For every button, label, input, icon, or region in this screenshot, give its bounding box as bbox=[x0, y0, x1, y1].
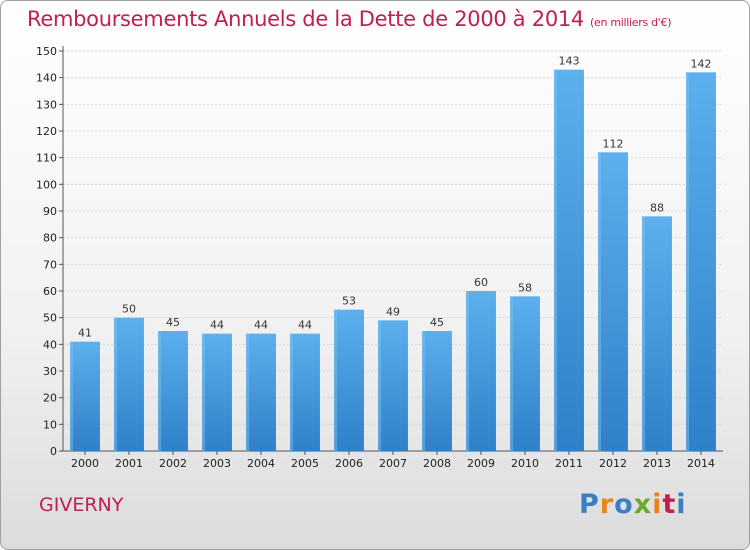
chart-unit: (en milliers d'€) bbox=[590, 16, 672, 29]
x-tick-label: 2003 bbox=[203, 457, 231, 470]
y-tick-label: 110 bbox=[36, 152, 57, 165]
bar bbox=[378, 320, 408, 451]
bar bbox=[334, 309, 364, 451]
bar-highlight bbox=[510, 296, 514, 451]
data-label: 44 bbox=[210, 319, 224, 332]
y-tick-label: 60 bbox=[43, 285, 57, 298]
brand-letter: i bbox=[652, 489, 663, 520]
x-tick-label: 2011 bbox=[555, 457, 583, 470]
bar bbox=[642, 216, 672, 451]
bar-highlight bbox=[334, 309, 338, 451]
x-tick-label: 2013 bbox=[643, 457, 671, 470]
bar bbox=[466, 291, 496, 451]
bar-highlight bbox=[554, 69, 558, 452]
data-label: 45 bbox=[166, 316, 180, 329]
x-tick-label: 2012 bbox=[599, 457, 627, 470]
data-label: 60 bbox=[474, 276, 488, 289]
data-label: 143 bbox=[559, 55, 580, 68]
bar-highlight bbox=[466, 291, 470, 451]
data-label: 88 bbox=[650, 201, 664, 214]
y-tick-label: 10 bbox=[43, 418, 57, 431]
y-tick-label: 70 bbox=[43, 258, 57, 271]
brand-letter: t bbox=[662, 489, 677, 520]
bar-highlight bbox=[202, 333, 206, 451]
bar-highlight bbox=[422, 331, 426, 451]
bar bbox=[158, 331, 188, 451]
data-label: 53 bbox=[342, 295, 356, 308]
y-tick-label: 100 bbox=[36, 178, 57, 191]
bar-highlight bbox=[70, 341, 74, 451]
brand-letter: P bbox=[579, 489, 600, 520]
bar-highlight bbox=[158, 331, 162, 451]
bar-highlight bbox=[378, 320, 382, 451]
data-label: 49 bbox=[386, 305, 400, 318]
x-tick-label: 2006 bbox=[335, 457, 363, 470]
bar bbox=[686, 72, 716, 451]
data-label: 44 bbox=[298, 319, 312, 332]
bar bbox=[70, 341, 100, 451]
bar bbox=[202, 333, 232, 451]
brand-letter: r bbox=[599, 489, 615, 520]
bar bbox=[246, 333, 276, 451]
data-label: 45 bbox=[430, 316, 444, 329]
x-tick-label: 2010 bbox=[511, 457, 539, 470]
bar-highlight bbox=[246, 333, 250, 451]
y-tick-label: 120 bbox=[36, 125, 57, 138]
x-tick-label: 2001 bbox=[115, 457, 143, 470]
data-label: 142 bbox=[691, 57, 712, 70]
bar-highlight bbox=[642, 216, 646, 451]
data-label: 58 bbox=[518, 281, 532, 294]
y-tick-label: 20 bbox=[43, 392, 57, 405]
bar bbox=[422, 331, 452, 451]
proxiti-logo[interactable]: Proxiti bbox=[579, 489, 687, 520]
x-tick-label: 2004 bbox=[247, 457, 275, 470]
x-tick-label: 2000 bbox=[71, 457, 99, 470]
y-tick-label: 150 bbox=[36, 45, 57, 58]
data-label: 50 bbox=[122, 303, 136, 316]
data-label: 41 bbox=[78, 327, 92, 340]
chart-title-text: Remboursements Annuels de la Dette de 20… bbox=[27, 7, 584, 31]
x-tick-label: 2007 bbox=[379, 457, 407, 470]
y-tick-label: 130 bbox=[36, 98, 57, 111]
x-tick-label: 2002 bbox=[159, 457, 187, 470]
x-tick-label: 2014 bbox=[687, 457, 715, 470]
brand-letter: o bbox=[614, 489, 634, 520]
bar bbox=[114, 317, 144, 451]
x-tick-label: 2005 bbox=[291, 457, 319, 470]
brand-letter: x bbox=[633, 489, 653, 520]
bar bbox=[598, 152, 628, 452]
bar-highlight bbox=[114, 317, 118, 451]
bar bbox=[510, 296, 540, 451]
x-tick-label: 2008 bbox=[423, 457, 451, 470]
bar bbox=[290, 333, 320, 451]
town-name: GIVERNY bbox=[39, 494, 124, 516]
y-tick-label: 50 bbox=[43, 312, 57, 325]
bar-highlight bbox=[686, 72, 690, 451]
y-tick-label: 80 bbox=[43, 232, 57, 245]
chart-title: Remboursements Annuels de la Dette de 20… bbox=[27, 7, 671, 31]
data-label: 112 bbox=[603, 137, 624, 150]
y-tick-label: 140 bbox=[36, 72, 57, 85]
bar bbox=[554, 69, 584, 452]
brand-letter: i bbox=[676, 489, 687, 520]
bar-highlight bbox=[598, 152, 602, 452]
labels: 0 10 20 30 40 50 60 70 80 90 100 110 120 130 140 150 200… bbox=[36, 45, 715, 470]
bar-highlight bbox=[290, 333, 294, 451]
y-tick-label: 40 bbox=[43, 338, 57, 351]
bars bbox=[70, 69, 716, 452]
y-tick-label: 0 bbox=[50, 445, 57, 458]
y-tick-label: 90 bbox=[43, 205, 57, 218]
x-tick-label: 2009 bbox=[467, 457, 495, 470]
y-tick-label: 30 bbox=[43, 365, 57, 378]
data-label: 44 bbox=[254, 319, 268, 332]
